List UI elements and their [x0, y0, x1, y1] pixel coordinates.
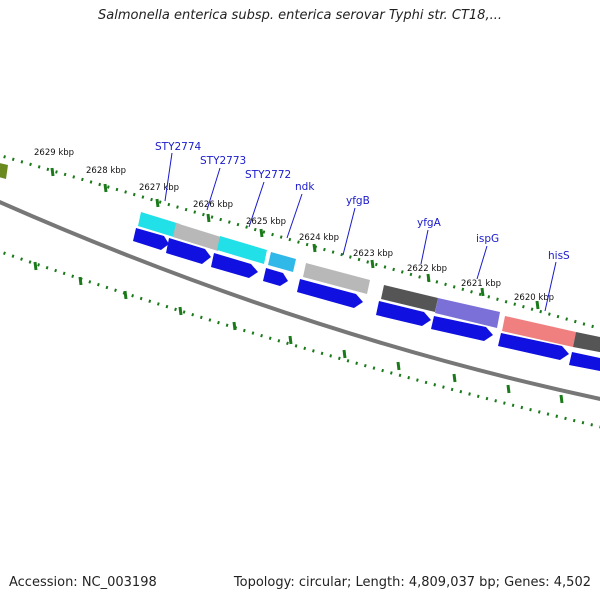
gene-arrow — [376, 301, 431, 326]
kbp-label: 2628 kbp — [86, 166, 126, 176]
accession-label: Accession: NC_003198 — [9, 575, 157, 590]
gene-label-yfga: yfgA — [417, 217, 442, 229]
kbp-label: 2629 kbp — [34, 148, 74, 158]
gene-arrow — [211, 253, 258, 278]
feature-box — [573, 332, 600, 353]
gene-arrow — [498, 333, 569, 360]
topology-label: Topology: circular; Length: 4,809,037 bp… — [233, 575, 591, 590]
gene-label-leaders — [164, 152, 557, 312]
gene-label-sty2774: STY2774 — [155, 141, 202, 153]
kbp-label: 2621 kbp — [461, 279, 501, 289]
outer-major-ticks — [50, 167, 540, 310]
kbp-label: 2623 kbp — [353, 249, 393, 259]
kbp-label: 2624 kbp — [299, 233, 339, 243]
gene-arrow — [297, 279, 363, 308]
gene-arrow — [133, 228, 169, 250]
kbp-label: 2626 kbp — [193, 200, 233, 210]
gene-label-hiss: hisS — [548, 250, 570, 262]
feature-box-yfgB — [303, 263, 370, 294]
feature-box-sty2773 — [173, 223, 221, 251]
map-title: Salmonella enterica subsp. enterica sero… — [98, 8, 502, 23]
feature-box — [0, 163, 8, 179]
inner-major-ticks — [33, 261, 564, 404]
gene-label-sty2772: STY2772 — [245, 169, 291, 181]
feature-box-yfgA — [381, 285, 438, 312]
kbp-label: 2620 kbp — [514, 293, 554, 303]
gene-arrow — [263, 268, 288, 286]
gene-arrow — [569, 352, 600, 372]
feature-box-sty2774 — [138, 212, 180, 238]
gene-arrow — [431, 316, 493, 341]
feature-box-ndk — [268, 252, 296, 272]
feature-box-ispG — [435, 298, 500, 328]
gene-label-yfgb: yfgB — [346, 195, 370, 207]
backbone-line — [0, 200, 600, 401]
gene-label-ispg: ispG — [476, 233, 499, 245]
gene-arrow — [166, 238, 211, 264]
kbp-label: 2622 kbp — [407, 264, 447, 274]
gene-label-ndk: ndk — [295, 181, 315, 193]
kbp-label: 2627 kbp — [139, 183, 179, 193]
feature-box-hisS — [502, 316, 576, 347]
kbp-label: 2625 kbp — [246, 217, 286, 227]
feature-box-sty2772 — [217, 236, 267, 264]
gene-label-sty2773: STY2773 — [200, 155, 246, 167]
